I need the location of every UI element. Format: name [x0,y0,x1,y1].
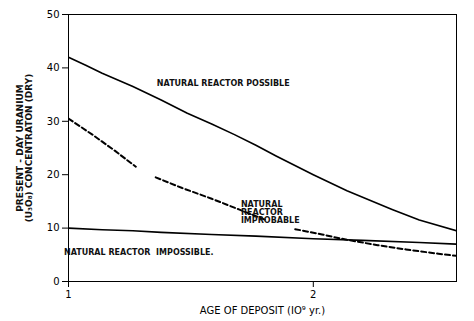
svg-text:1: 1 [65,289,71,300]
svg-text:2: 2 [310,289,316,300]
svg-text:NATURAL REACTOR IMPOSSIBLE.: NATURAL REACTOR IMPOSSIBLE. [64,248,214,257]
svg-text:40: 40 [47,62,60,73]
svg-text:50: 50 [47,9,60,20]
svg-text:AGE OF DEPOSIT (IO⁹ yr.): AGE OF DEPOSIT (IO⁹ yr.) [200,305,325,316]
svg-text:30: 30 [47,116,60,127]
svg-text:10: 10 [47,222,60,233]
svg-text:NATURAL REACTOR POSSIBLE: NATURAL REACTOR POSSIBLE [157,79,290,88]
svg-text:NATURALREACTORIMPROBABLE: NATURALREACTORIMPROBABLE [241,200,300,225]
svg-text:PRESENT - DAY URANIUM(U₃O₈) CO: PRESENT - DAY URANIUM(U₃O₈) CONCENTRATON… [15,74,34,223]
svg-text:0: 0 [53,276,59,287]
svg-text:20: 20 [47,169,60,180]
